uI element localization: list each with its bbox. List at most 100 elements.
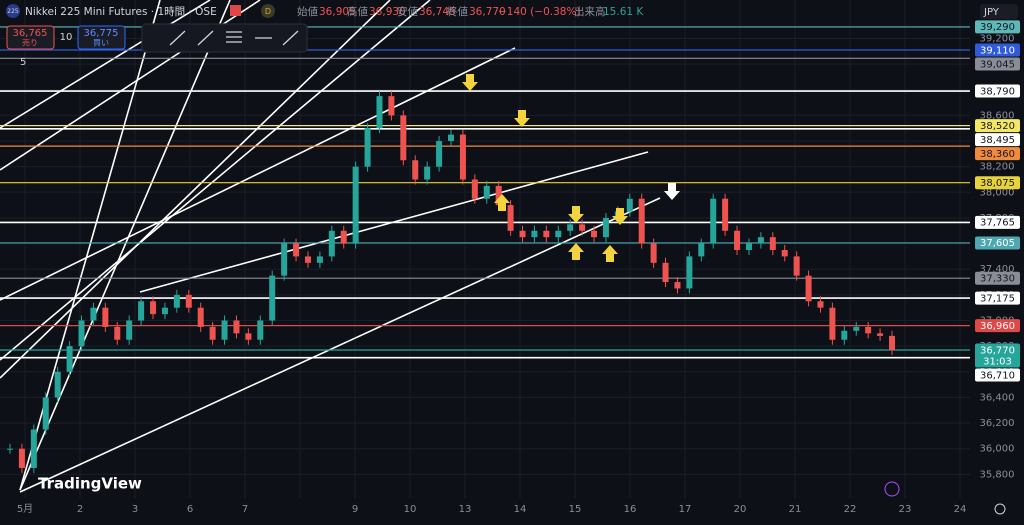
candle-body (233, 320, 240, 334)
candle-body (805, 275, 812, 302)
ohlc-value: 36,905 (319, 6, 356, 18)
candle-body (662, 262, 669, 283)
trend-line (0, 0, 211, 129)
sell-button[interactable] (6, 25, 55, 50)
candle-body (757, 237, 764, 244)
price-tick-label: 36,400 (980, 392, 1015, 403)
tool-icon[interactable] (169, 30, 186, 46)
flag (230, 5, 241, 16)
symbol-logo (6, 4, 20, 18)
level-label: 38,520 (980, 121, 1015, 132)
ohlc-label: 安値 (397, 5, 418, 18)
candle-body (400, 115, 407, 161)
candle-body (817, 301, 824, 308)
level-badge (975, 236, 1020, 250)
candle-body (304, 256, 311, 263)
level-label: 37,330 (980, 274, 1015, 285)
alert-icon[interactable] (884, 481, 900, 497)
time-tick-label: 7 (242, 504, 248, 515)
level-label: 37,605 (980, 238, 1015, 249)
candle-body (555, 230, 562, 238)
candle-body (340, 230, 347, 244)
candle-body (531, 230, 538, 238)
trend-line (0, 0, 391, 379)
candle-body (114, 326, 121, 340)
candle-body (269, 275, 276, 321)
buy-button[interactable] (77, 25, 126, 50)
candle-body (257, 320, 264, 340)
candle-body (293, 243, 300, 257)
time-tick-label: 15 (569, 504, 582, 515)
price-tick-label: 36,200 (980, 418, 1015, 429)
grid (0, 0, 970, 498)
quantity: 10 (60, 32, 73, 43)
level-label: 39,045 (980, 59, 1015, 70)
buy-label: 買い (93, 39, 109, 48)
badge[interactable] (261, 4, 275, 18)
candle-body (376, 96, 383, 129)
candle-body (793, 256, 800, 276)
candle-body (78, 320, 85, 347)
candle-body (102, 307, 109, 327)
candle-body (519, 230, 526, 238)
candle-body (316, 256, 323, 263)
level-label: 36,960 (980, 321, 1015, 332)
candle-body (567, 224, 574, 231)
sell-price: 36,765 (13, 28, 48, 39)
candle-body (436, 141, 443, 167)
candle-body (7, 448, 13, 450)
buy-price: 36,775 (84, 28, 119, 39)
time-tick-label: 22 (844, 504, 857, 515)
price-tick-label: 36,000 (980, 444, 1015, 455)
price-tick-label: 38,600 (980, 110, 1015, 121)
time-tick-label: 2 (77, 504, 83, 515)
candle-body (769, 237, 776, 250)
candle-body (722, 198, 729, 231)
toolbar (141, 23, 308, 53)
currency-button[interactable] (980, 4, 1018, 19)
drawing-toolbar (141, 23, 308, 53)
time-tick-label: 5月 (17, 503, 33, 515)
time-tick-label: 24 (954, 504, 967, 515)
level-label: 38,075 (980, 178, 1015, 189)
ohlc-value: 36,745 (419, 6, 456, 18)
candle-body (42, 397, 49, 430)
arrow-down (612, 208, 628, 225)
settings-icon[interactable] (994, 503, 1006, 515)
level-badge (975, 291, 1020, 305)
candle-body (626, 198, 633, 212)
candle-body (471, 179, 478, 199)
candle-body (674, 282, 681, 289)
level-label: 38,360 (980, 149, 1015, 160)
candle-body (161, 307, 168, 315)
price-tick-label: 38,200 (980, 162, 1015, 173)
candle-body (650, 243, 657, 263)
time-tick-label: 3 (132, 504, 138, 515)
price-tick-label: 35,800 (980, 469, 1015, 480)
arrow-up (568, 243, 584, 260)
candle-body (686, 256, 693, 289)
arrow-up (602, 245, 618, 262)
time-tick-label: 20 (734, 504, 747, 515)
ohlc-value: 36,770 (469, 6, 506, 18)
level-badge (975, 271, 1020, 285)
candle-body (66, 346, 73, 372)
change: −140 (−0.38%) (498, 6, 581, 18)
candle-body (54, 371, 61, 398)
tool-icon[interactable] (282, 30, 299, 46)
trend-line (19, 0, 231, 491)
arrow-down (462, 74, 478, 91)
candle-body (18, 448, 25, 468)
badge-text: D (265, 7, 271, 16)
time-tick-label: 23 (899, 504, 912, 515)
candle-body (281, 243, 288, 276)
level-label: 39,290 (980, 22, 1015, 33)
tool-icon[interactable] (226, 31, 242, 43)
sell-label: 売り (22, 38, 38, 48)
candle-body (602, 217, 609, 238)
arrows (462, 74, 680, 262)
tool-icon[interactable] (197, 30, 214, 46)
